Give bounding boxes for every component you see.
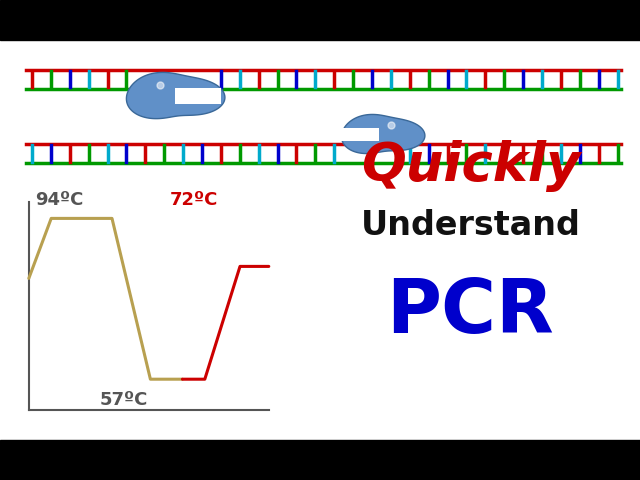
Text: 94ºC: 94ºC [35, 191, 84, 209]
Polygon shape [340, 128, 379, 141]
Text: Understand: Understand [360, 209, 580, 242]
Polygon shape [342, 114, 425, 154]
Text: 57ºC: 57ºC [99, 391, 148, 409]
Text: 72ºC: 72ºC [170, 191, 218, 209]
Polygon shape [127, 72, 225, 119]
Bar [0, 0, 640, 40]
Text: PCR: PCR [387, 276, 554, 348]
Text: Quickly: Quickly [361, 140, 580, 192]
Polygon shape [175, 88, 221, 104]
Bar [0, 440, 640, 480]
